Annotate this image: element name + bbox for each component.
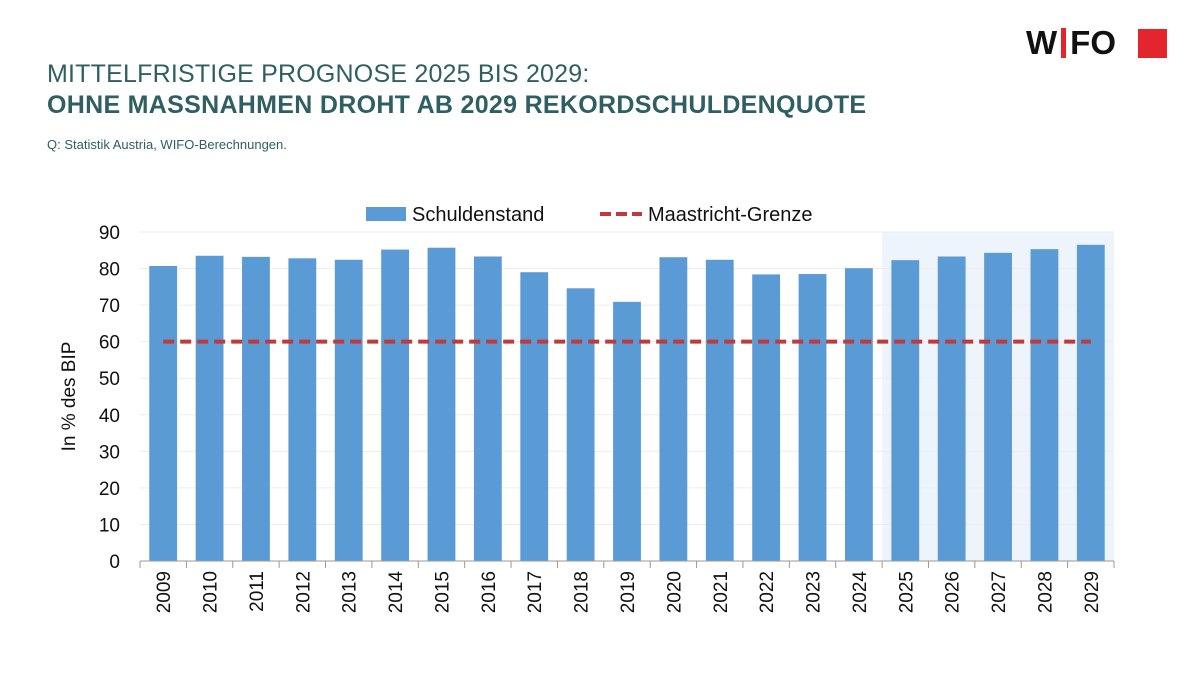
x-tick-label: 2029 bbox=[1082, 571, 1103, 613]
x-tick-label: 2017 bbox=[525, 571, 546, 613]
bar-2026 bbox=[937, 256, 966, 561]
logo-text-right: FO bbox=[1070, 24, 1116, 61]
bar-2021 bbox=[705, 259, 734, 561]
x-tick-label: 2025 bbox=[896, 571, 917, 613]
x-tick-label: 2011 bbox=[247, 571, 268, 612]
bar-2019 bbox=[613, 301, 641, 561]
bar-2025 bbox=[891, 260, 920, 561]
bar-2018 bbox=[566, 288, 595, 561]
logo-bar-icon bbox=[1061, 28, 1067, 58]
y-tick-label: 30 bbox=[99, 442, 120, 463]
bar-2012 bbox=[288, 258, 317, 561]
bar-2023 bbox=[798, 274, 827, 561]
x-tick-label: 2013 bbox=[340, 571, 361, 613]
y-tick-label: 80 bbox=[99, 260, 120, 281]
bar-2029 bbox=[1076, 244, 1105, 562]
bar-2017 bbox=[520, 272, 549, 561]
x-tick-label: 2024 bbox=[850, 571, 871, 614]
y-tick-label: 20 bbox=[99, 479, 120, 500]
y-tick-label: 60 bbox=[99, 333, 120, 354]
x-tick-label: 2019 bbox=[618, 571, 639, 613]
bar-2016 bbox=[473, 256, 502, 561]
logo-square-icon bbox=[1138, 29, 1167, 58]
x-tick-label: 2023 bbox=[804, 571, 825, 613]
chart-title-line-2: OHNE MASSNAHMEN DROHT AB 2029 REKORDSCHU… bbox=[47, 91, 867, 119]
legend-label-schuldenstand: Schuldenstand bbox=[412, 204, 544, 226]
chart-title-line-1: MITTELFRISTIGE PROGNOSE 2025 BIS 2029: bbox=[47, 60, 590, 88]
bar-2013 bbox=[334, 259, 363, 561]
bar-2022 bbox=[752, 274, 781, 561]
wifo-logo: W FO bbox=[1026, 26, 1116, 60]
x-tick-label: 2020 bbox=[664, 571, 685, 613]
x-tick-label: 2010 bbox=[201, 571, 222, 613]
x-tick-label: 2026 bbox=[943, 571, 964, 613]
x-tick-label: 2012 bbox=[293, 571, 314, 613]
x-tick-label: 2021 bbox=[711, 571, 732, 613]
x-tick-label: 2018 bbox=[572, 571, 593, 613]
bar-2028 bbox=[1030, 249, 1059, 562]
x-tick-label: 2027 bbox=[989, 571, 1010, 613]
x-tick-label: 2016 bbox=[479, 571, 500, 613]
y-tick-label: 50 bbox=[99, 369, 120, 390]
y-tick-label: 10 bbox=[99, 515, 120, 536]
legend-label-maastricht: Maastricht-Grenze bbox=[648, 204, 813, 226]
y-tick-label: 70 bbox=[99, 296, 120, 317]
x-tick-label: 2028 bbox=[1035, 571, 1056, 613]
y-tick-label: 0 bbox=[109, 552, 120, 573]
bar-2015 bbox=[427, 247, 456, 562]
x-tick-label: 2014 bbox=[386, 571, 407, 614]
logo-text-left: W bbox=[1026, 24, 1058, 61]
bar-2011 bbox=[242, 256, 270, 561]
bar-2014 bbox=[381, 249, 410, 561]
x-tick-label: 2022 bbox=[757, 571, 778, 613]
bar-2010 bbox=[195, 255, 224, 561]
x-tick-label: 2015 bbox=[432, 571, 453, 613]
bar-2024 bbox=[844, 268, 873, 561]
source-note: Q: Statistik Austria, WIFO-Berechnungen. bbox=[47, 137, 287, 152]
y-tick-label: 90 bbox=[99, 223, 120, 244]
y-axis-label: In % des BIP bbox=[59, 342, 80, 452]
x-tick-label: 2009 bbox=[154, 571, 175, 613]
y-tick-label: 40 bbox=[99, 406, 120, 427]
bar-2009 bbox=[149, 265, 178, 561]
bar-2027 bbox=[984, 252, 1012, 561]
legend-swatch-schuldenstand bbox=[366, 207, 406, 221]
bar-2020 bbox=[659, 257, 688, 561]
